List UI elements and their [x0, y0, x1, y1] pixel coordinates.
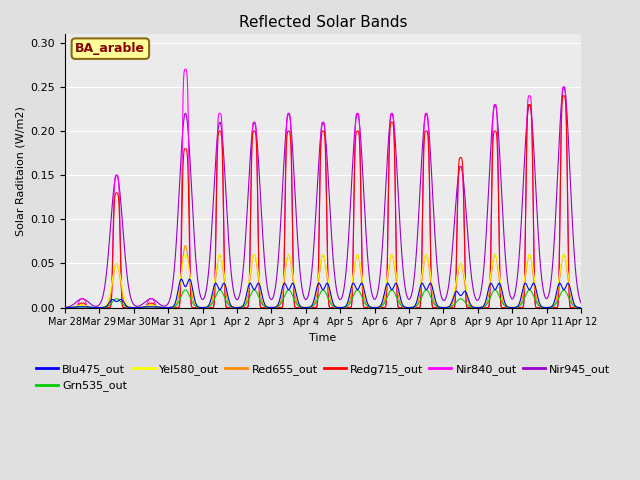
Legend: Blu475_out, Grn535_out, Yel580_out, Red655_out, Redg715_out, Nir840_out, Nir945_: Blu475_out, Grn535_out, Yel580_out, Red6… — [31, 360, 615, 396]
Title: Reflected Solar Bands: Reflected Solar Bands — [239, 15, 407, 30]
Y-axis label: Solar Raditaion (W/m2): Solar Raditaion (W/m2) — [15, 106, 25, 236]
Text: BA_arable: BA_arable — [76, 42, 145, 55]
X-axis label: Time: Time — [309, 333, 337, 343]
